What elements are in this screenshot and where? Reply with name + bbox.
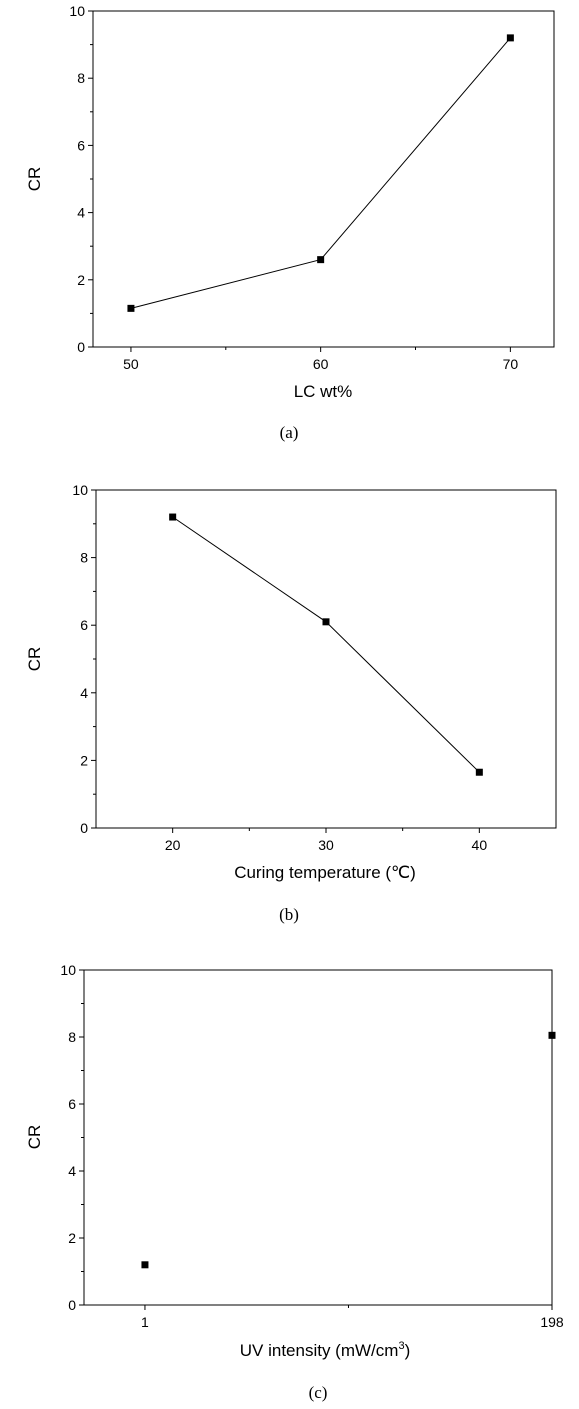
data-point-marker: [317, 256, 325, 264]
data-point-marker: [506, 34, 514, 42]
x-tick-label: 70: [503, 356, 519, 372]
chart-panel-c: 0 2 4 6 8 10 1 198 CR UV intensity (mW/cm3) (c): [25, 962, 564, 1402]
y-tick-label: 10: [72, 482, 88, 498]
x-tick-label: 40: [472, 837, 488, 853]
ticks-layer: 0 2 4 6 8 10 1 198: [60, 962, 563, 1330]
ticks-layer: 0 2 4 6 8 10 20 30 40: [72, 482, 487, 853]
y-tick-label: 2: [80, 752, 88, 768]
y-axis-title: CR: [25, 1125, 44, 1150]
x-axis-title: UV intensity (mW/cm3): [240, 1340, 410, 1360]
plot-frame: [95, 489, 557, 829]
y-tick-label: 4: [80, 685, 88, 701]
x-axis-title-main: UV intensity (mW/cm: [240, 1341, 399, 1360]
y-tick-label: 0: [80, 820, 88, 836]
data-point-marker: [141, 1261, 149, 1269]
y-tick-label: 2: [77, 272, 85, 288]
chart-panel-a: 0 2 4 6 8 10 50 60 70 CR LC wt% (a): [25, 3, 555, 442]
x-axis-title-suffix: ): [405, 1341, 411, 1360]
data-point-marker: [322, 618, 330, 626]
series-layer: [141, 1031, 556, 1269]
y-tick-label: 6: [77, 137, 85, 153]
data-point-marker: [475, 768, 483, 776]
y-tick-label: 2: [68, 1230, 76, 1246]
y-tick-label: 10: [69, 3, 85, 19]
y-axis-title: CR: [25, 167, 44, 192]
y-tick-label: 0: [77, 339, 85, 355]
y-tick-label: 0: [68, 1297, 76, 1313]
x-tick-label: 30: [318, 837, 334, 853]
data-point-marker: [127, 304, 135, 312]
y-tick-label: 10: [60, 962, 76, 978]
data-point-marker: [548, 1031, 556, 1039]
x-tick-label: 198: [540, 1314, 564, 1330]
series-layer: [169, 513, 483, 776]
plot-frame: [92, 10, 555, 348]
panel-caption: (c): [309, 1383, 328, 1402]
y-tick-label: 4: [68, 1163, 76, 1179]
y-tick-label: 8: [77, 70, 85, 86]
y-tick-label: 6: [68, 1096, 76, 1112]
plot-frame: [83, 969, 553, 1306]
y-tick-label: 8: [68, 1029, 76, 1045]
x-axis-title-superscript: 3: [398, 1340, 404, 1352]
y-tick-label: 4: [77, 205, 85, 221]
panel-caption: (a): [280, 423, 299, 442]
x-axis-title: LC wt%: [294, 382, 353, 401]
series-line: [172, 516, 480, 773]
x-axis-title: Curing temperature (℃): [234, 863, 416, 882]
x-tick-label: 20: [165, 837, 181, 853]
x-tick-label: 60: [313, 356, 329, 372]
x-tick-label: 50: [123, 356, 139, 372]
series-layer: [127, 34, 514, 312]
y-tick-label: 8: [80, 550, 88, 566]
data-point-marker: [169, 513, 177, 521]
ticks-layer: 0 2 4 6 8 10 50 60 70: [69, 3, 518, 372]
panel-caption: (b): [279, 905, 299, 924]
y-tick-label: 6: [80, 617, 88, 633]
series-line: [130, 37, 511, 309]
x-tick-label: 1: [141, 1314, 149, 1330]
y-axis-title: CR: [25, 647, 44, 672]
